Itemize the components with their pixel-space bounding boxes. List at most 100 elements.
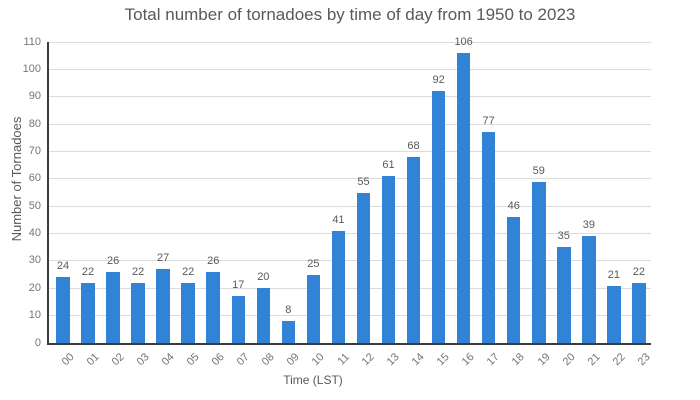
x-axis-line — [47, 343, 651, 345]
x-tick-label: 01 — [84, 351, 102, 369]
x-tick-label: 02 — [109, 351, 127, 369]
x-tick-label: 22 — [610, 351, 628, 369]
bar — [607, 285, 621, 343]
x-tick-label: 04 — [159, 351, 177, 369]
y-tick-label: 100 — [22, 62, 41, 75]
bar-value-label: 22 — [131, 265, 145, 278]
bar-value-label: 8 — [285, 304, 292, 317]
x-tick-label: 14 — [409, 351, 428, 369]
x-tick-label: 12 — [359, 351, 377, 369]
y-tick-label: 10 — [28, 309, 41, 322]
bar — [206, 271, 220, 343]
bar — [256, 288, 271, 343]
bar — [481, 132, 496, 343]
x-tick-label: 06 — [209, 351, 227, 369]
gridline — [47, 260, 651, 262]
bar — [181, 282, 195, 343]
bar — [456, 52, 471, 343]
bar — [431, 91, 446, 343]
bar-value-label: 26 — [106, 254, 120, 267]
x-tick-label: 07 — [234, 351, 252, 369]
y-axis-line — [47, 42, 49, 345]
x-tick-label: 21 — [585, 351, 603, 369]
gridline — [47, 41, 651, 43]
bar — [557, 247, 571, 343]
bar-value-label: 25 — [307, 257, 320, 270]
x-axis-title: Time (LST) — [283, 373, 343, 387]
bar-value-label: 21 — [607, 268, 620, 281]
x-tick-label: 00 — [59, 351, 77, 369]
bar — [156, 269, 170, 343]
x-tick-label: 09 — [284, 351, 302, 369]
bar-value-label: 22 — [632, 265, 646, 278]
x-tick-label: 05 — [184, 351, 202, 369]
bar-value-label: 22 — [182, 265, 195, 278]
bar — [532, 181, 546, 343]
x-tick-label: 10 — [309, 351, 327, 369]
bar-value-label: 20 — [257, 271, 270, 284]
gridline — [47, 150, 651, 152]
gridline — [47, 123, 651, 125]
gridline — [47, 287, 651, 289]
bar — [582, 236, 596, 343]
bar-value-label: 59 — [532, 164, 545, 177]
y-tick-label: 0 — [34, 336, 41, 349]
x-tick-label: 08 — [259, 351, 277, 369]
bar-value-label: 35 — [557, 230, 570, 243]
gridline — [47, 178, 651, 180]
bar-value-label: 92 — [432, 74, 445, 87]
gridline — [47, 315, 651, 317]
bar-value-label: 46 — [507, 200, 520, 213]
bar — [381, 176, 396, 343]
x-tick-label: 19 — [535, 351, 553, 369]
y-tick-label: 40 — [28, 227, 41, 240]
bar — [506, 217, 521, 343]
gridline — [47, 233, 651, 235]
bar — [56, 277, 70, 343]
x-tick-label: 15 — [434, 351, 453, 369]
bar — [131, 282, 145, 343]
gridline — [47, 205, 651, 207]
y-tick-label: 110 — [23, 35, 41, 48]
bar — [106, 271, 120, 343]
bar-value-label: 55 — [357, 175, 370, 188]
bar-value-label: 24 — [56, 260, 70, 273]
bar-value-label: 22 — [81, 265, 95, 278]
y-tick-label: 50 — [28, 199, 41, 212]
bar-value-label: 41 — [332, 213, 345, 226]
gridline — [47, 68, 651, 70]
bar-value-label: 77 — [482, 115, 495, 128]
x-tick-label: 11 — [335, 351, 352, 368]
bar-value-label: 68 — [407, 139, 420, 152]
x-tick-label: 23 — [635, 351, 653, 369]
bar — [632, 282, 646, 343]
chart-title: Total number of tornadoes by time of day… — [124, 5, 576, 24]
bar-value-label: 17 — [232, 279, 245, 292]
bar — [281, 321, 296, 343]
y-tick-label: 20 — [28, 281, 41, 294]
bar-value-label: 106 — [454, 35, 473, 48]
y-tick-label: 90 — [28, 90, 41, 103]
bar — [306, 274, 321, 343]
bar — [81, 282, 95, 343]
x-tick-label: 16 — [459, 351, 478, 369]
bar — [231, 296, 246, 343]
bar-value-label: 61 — [382, 159, 395, 172]
x-tick-label: 17 — [485, 351, 503, 369]
x-tick-label: 18 — [510, 351, 528, 369]
bar — [406, 156, 421, 343]
bar — [356, 192, 371, 343]
y-tick-label: 60 — [28, 172, 41, 185]
bar — [331, 230, 346, 343]
x-tick-label: 20 — [560, 351, 578, 369]
bar-value-label: 27 — [157, 252, 170, 265]
y-tick-label: 30 — [28, 254, 41, 267]
y-tick-label: 80 — [28, 117, 41, 130]
gridline — [47, 96, 651, 98]
bar-value-label: 26 — [207, 254, 220, 267]
x-tick-label: 03 — [134, 351, 152, 369]
y-tick-label: 70 — [28, 144, 41, 157]
bar-value-label: 39 — [582, 219, 595, 232]
x-tick-label: 13 — [384, 351, 403, 369]
